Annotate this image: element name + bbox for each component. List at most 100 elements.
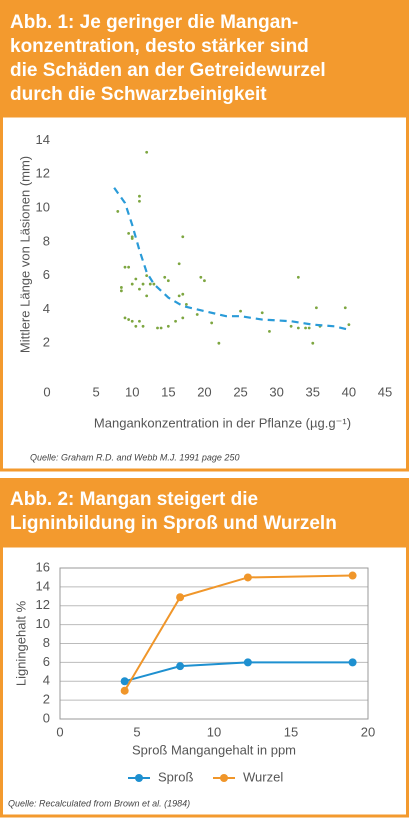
legend-label: Wurzel [243, 769, 283, 784]
chart-title: Abb. 2: Mangan steigert die [10, 489, 258, 510]
header-1 [0, 0, 409, 116]
trend-line [113, 187, 350, 331]
y-tick-label: 4 [43, 301, 50, 316]
scatter-point [203, 279, 206, 283]
x-tick-label: 40 [342, 384, 356, 399]
scatter-point [145, 294, 149, 298]
scatter-point [138, 319, 141, 323]
scatter-point [163, 275, 167, 279]
plot-frame [59, 567, 369, 720]
y-axis-label: Ligningehalt % [13, 600, 28, 686]
source-note: Quelle: Graham R.D. and Webb M.J. 1991 p… [30, 452, 239, 462]
x-tick-label: 10 [207, 724, 221, 739]
scatter-point [195, 313, 199, 316]
scatter-point [130, 319, 134, 323]
x-tick-label: 0 [56, 724, 63, 739]
scatter-point [260, 311, 264, 315]
header-2 [0, 478, 409, 546]
scatter-point [217, 341, 221, 345]
series-marker [176, 593, 185, 602]
x-tick-label: 25 [233, 384, 247, 399]
x-tick-label: 20 [361, 724, 375, 739]
scatter-point [184, 302, 188, 306]
y-tick-label: 12 [36, 166, 50, 181]
scatter-point [119, 286, 123, 289]
scatter-point [177, 294, 181, 298]
frame-2 [0, 544, 409, 818]
scatter-point [141, 282, 145, 286]
scatter-point [314, 306, 318, 310]
scatter-point [174, 319, 177, 323]
chart-title: durch die Schwarzbeinigkeit [10, 84, 267, 105]
scatter-point [127, 231, 131, 235]
scatter-point [343, 306, 347, 310]
x-tick-label: 10 [125, 384, 139, 399]
series-line [124, 661, 353, 683]
scatter-point [130, 235, 134, 239]
scatter-point [166, 279, 170, 283]
series-marker [348, 658, 357, 667]
source-note: Quelle: Recalculated from Brown et al. (… [8, 798, 190, 808]
x-tick-label: 45 [378, 384, 392, 399]
y-tick-label: 8 [43, 233, 50, 248]
scatter-point [138, 194, 141, 198]
scatter-point [239, 309, 242, 313]
y-axis-label: Mittlere Länge von Läsionen (mm) [17, 156, 32, 353]
scatter-point [145, 150, 149, 154]
scatter-point [123, 265, 127, 269]
y-tick-label: 10 [36, 616, 50, 631]
scatter-point [138, 199, 141, 203]
scatter-point [181, 292, 185, 296]
scatter-point [134, 277, 138, 281]
scatter-point [145, 274, 149, 278]
scatter-point [134, 324, 138, 328]
scatter-point [347, 323, 351, 327]
series-marker [120, 677, 129, 686]
scatter-point [123, 316, 127, 320]
y-tick-label: 0 [43, 710, 50, 725]
scatter-point [307, 326, 311, 330]
series-line [123, 574, 353, 692]
scatter-point [152, 282, 156, 286]
scatter-point [166, 324, 170, 328]
y-tick-label: 2 [43, 335, 50, 350]
x-axis-label: Mangankonzentration in der Pflanze (µg.g… [94, 415, 351, 430]
x-tick-label: 20 [197, 384, 211, 399]
scatter-point [199, 275, 203, 279]
frame-1 [0, 114, 409, 472]
scatter-point [127, 265, 131, 269]
scatter-point [181, 235, 185, 239]
y-tick-label: 2 [43, 692, 50, 707]
x-tick-label: 30 [269, 384, 283, 399]
scatter-point [141, 324, 145, 328]
scatter-point [148, 282, 152, 286]
y-tick-label: 6 [43, 267, 50, 282]
x-tick-label: 5 [133, 724, 140, 739]
scatter-point [130, 282, 134, 286]
y-tick-label: 14 [36, 132, 50, 147]
legend-marker [220, 774, 228, 782]
scatter-point [181, 316, 185, 320]
scatter-point [156, 326, 159, 330]
scatter-point [296, 275, 300, 279]
scatter-point [311, 341, 315, 345]
series-marker [243, 658, 252, 667]
x-tick-label: 15 [161, 384, 175, 399]
scatter-point [268, 329, 271, 333]
scatter-point [304, 326, 307, 330]
x-axis-label: Sproß Mangangehalt in ppm [132, 742, 296, 757]
x-tick-label: 0 [43, 384, 50, 399]
scatter-point [127, 318, 131, 321]
y-tick-label: 12 [36, 597, 50, 612]
series-marker [348, 571, 357, 580]
x-tick-label: 5 [92, 384, 99, 399]
y-tick-label: 16 [36, 559, 50, 574]
y-tick-label: 8 [43, 635, 50, 650]
series-marker [176, 662, 185, 671]
legend-label: Sproß [158, 769, 193, 784]
chart-title: die Schäden an der Getreidewurzel [10, 60, 326, 81]
x-tick-label: 35 [306, 384, 320, 399]
y-tick-label: 14 [36, 578, 50, 593]
